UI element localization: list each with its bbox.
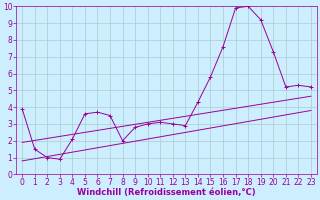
X-axis label: Windchill (Refroidissement éolien,°C): Windchill (Refroidissement éolien,°C) [77, 188, 256, 197]
